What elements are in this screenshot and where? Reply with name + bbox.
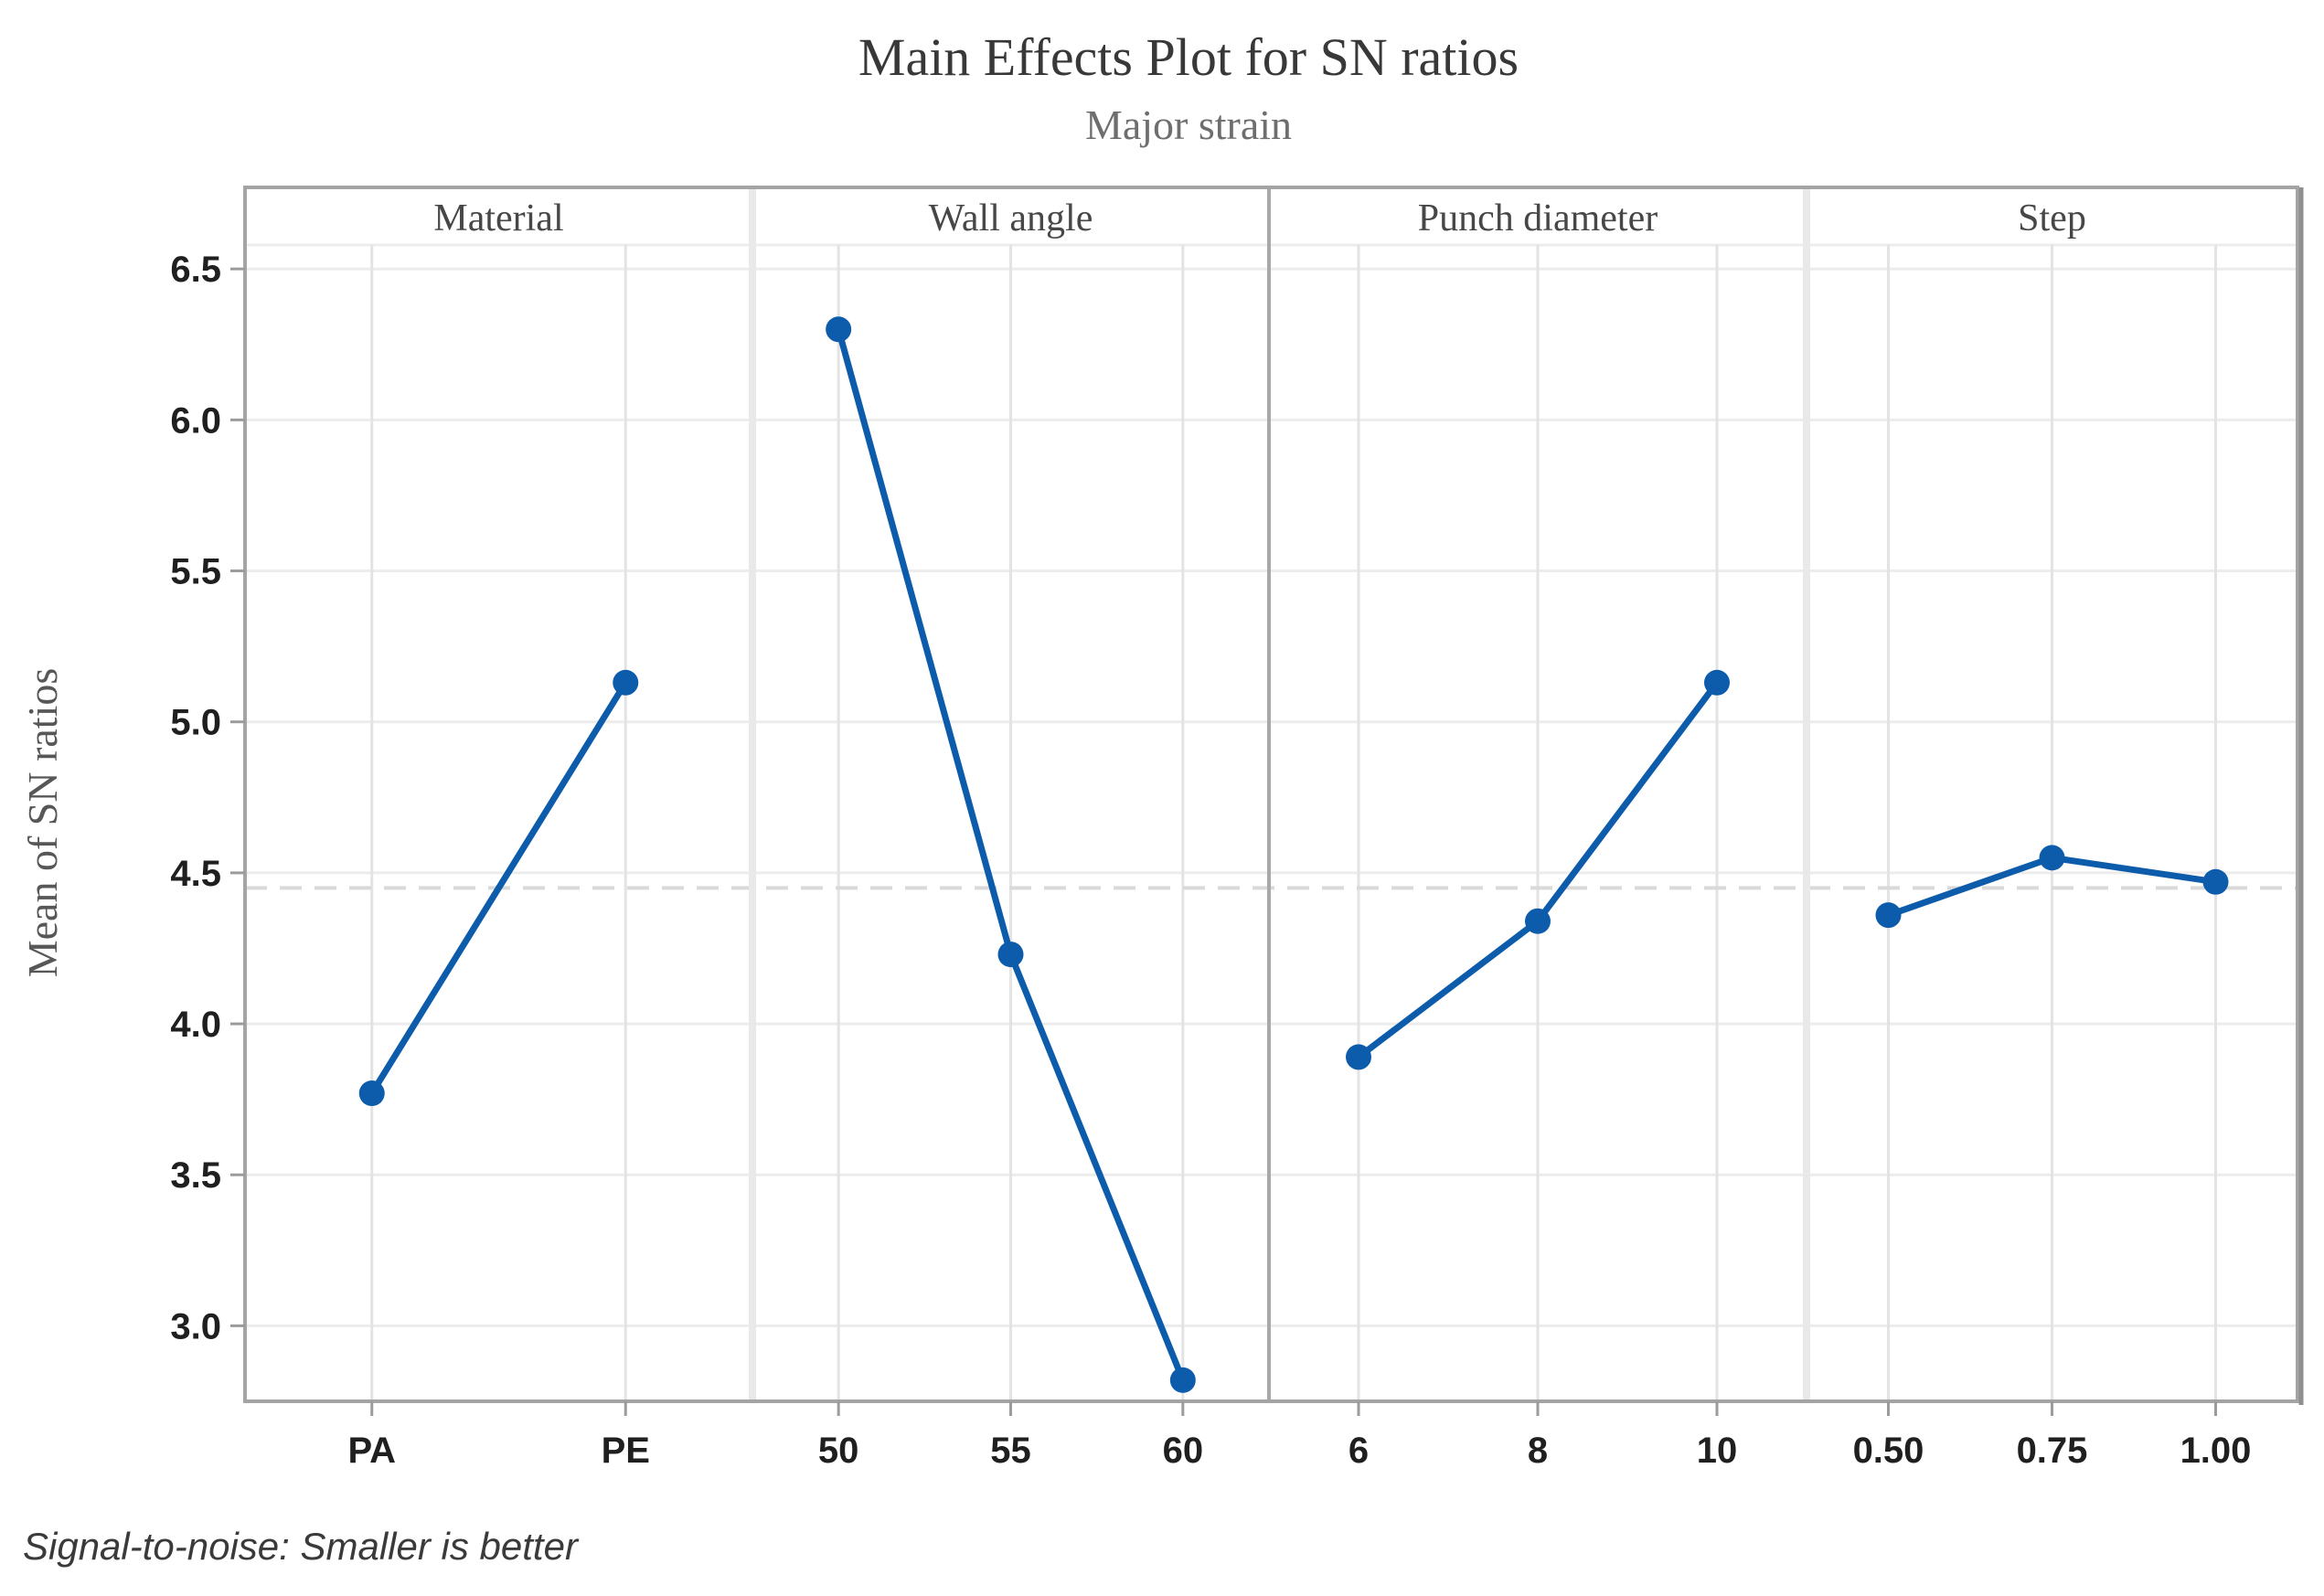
data-point xyxy=(1346,1044,1371,1070)
x-tick-label: 0.50 xyxy=(1853,1431,1924,1471)
data-point xyxy=(1525,908,1551,934)
y-tick-label: 3.0 xyxy=(170,1306,221,1346)
data-point xyxy=(826,316,852,343)
plot-frame xyxy=(243,186,2299,1403)
panel-header: Material xyxy=(433,197,563,239)
y-tick-label: 4.0 xyxy=(170,1005,221,1045)
x-tick-label: 8 xyxy=(1528,1431,1548,1471)
x-tick-label: 50 xyxy=(818,1431,859,1471)
series-line xyxy=(368,679,629,1097)
x-tick-label: 60 xyxy=(1163,1431,1204,1471)
data-point xyxy=(613,669,639,696)
x-tick-label: 10 xyxy=(1697,1431,1738,1471)
y-axis-title: Mean of SN ratios xyxy=(19,668,66,978)
x-tick-label: 6 xyxy=(1349,1431,1369,1471)
data-point xyxy=(1875,902,1902,929)
plot-area: 6.5 6.0 5.5 5.0 4.5 4.0 3.5 3.0 Material PA PE Wall… xyxy=(170,186,2304,1471)
chart-title: Main Effects Plot for SN ratios xyxy=(858,27,1519,87)
data-point xyxy=(2039,845,2065,871)
y-tick-label: 6.0 xyxy=(170,400,221,441)
data-point xyxy=(997,942,1024,968)
x-tick-label: PA xyxy=(347,1431,396,1471)
y-tick-label: 5.0 xyxy=(170,703,221,743)
data-point xyxy=(1704,669,1730,696)
y-tick-label: 4.5 xyxy=(170,854,221,894)
x-tick-label: 55 xyxy=(990,1431,1031,1471)
y-tick-label: 5.5 xyxy=(170,552,221,592)
data-point xyxy=(2202,868,2229,895)
data-point xyxy=(1169,1367,1196,1393)
y-tick-label: 6.5 xyxy=(170,250,221,290)
panel-header: Wall angle xyxy=(929,197,1093,239)
x-tick-label: PE xyxy=(602,1431,650,1471)
x-tick-label: 1.00 xyxy=(2180,1431,2252,1471)
data-point xyxy=(358,1080,385,1107)
y-tick-label: 3.5 xyxy=(170,1155,221,1196)
footnote: Signal-to-noise: Smaller is better xyxy=(23,1525,580,1568)
chart-subtitle: Major strain xyxy=(1085,101,1292,148)
x-tick-label: 0.75 xyxy=(2017,1431,2088,1471)
panel-header: Punch diameter xyxy=(1418,197,1658,239)
panel-header: Step xyxy=(2018,197,2086,239)
